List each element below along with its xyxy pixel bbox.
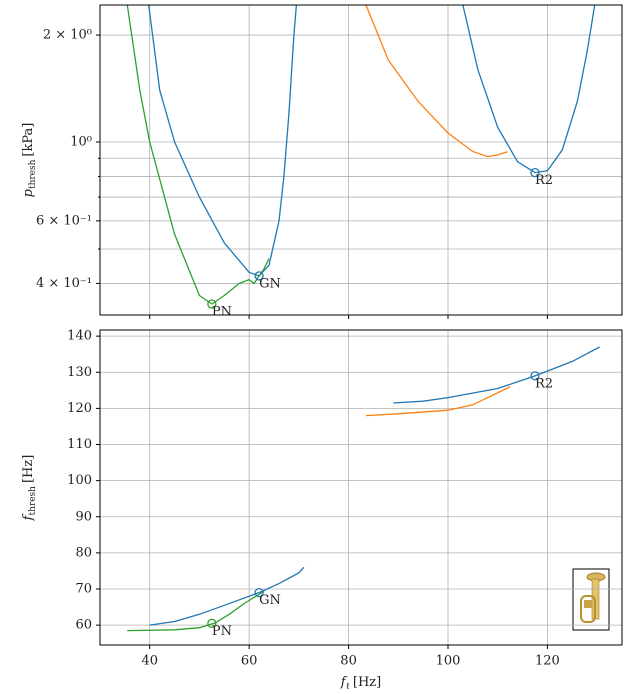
series-line bbox=[149, 346, 600, 626]
label-sub: thresh bbox=[28, 159, 38, 189]
marker bbox=[254, 271, 264, 281]
marker-label: R2 bbox=[535, 376, 553, 391]
x-axis-label: fℓ [Hz] bbox=[340, 675, 381, 692]
y-tick-label: 110 bbox=[67, 437, 92, 452]
marker-label: GN bbox=[259, 276, 281, 291]
series-line bbox=[148, 5, 596, 277]
axes-frame bbox=[99, 4, 623, 316]
marker bbox=[254, 587, 264, 598]
marker-label: GN bbox=[259, 593, 281, 608]
y-tick-label: 4 × 10⁻¹ bbox=[36, 276, 92, 291]
y-tick-label: 120 bbox=[67, 401, 92, 416]
label-unit: [kPa] bbox=[21, 123, 36, 157]
label-symbol: f bbox=[21, 513, 36, 521]
x-tick-label: 120 bbox=[535, 654, 560, 669]
y-axis-label: fthresh [Hz] bbox=[21, 455, 38, 522]
axes-frame bbox=[99, 329, 623, 646]
label-sub: thresh bbox=[28, 486, 38, 516]
x-tick-label: 80 bbox=[340, 654, 357, 669]
series-line bbox=[365, 386, 511, 417]
marker-label: R2 bbox=[535, 173, 553, 188]
y-tick-label: 6 × 10⁻¹ bbox=[36, 213, 92, 228]
series-line bbox=[365, 5, 508, 158]
y-tick-label: 10⁰ bbox=[70, 135, 92, 150]
y-tick-label: 60 bbox=[75, 618, 92, 633]
marker-label: PN bbox=[212, 305, 232, 320]
marker bbox=[207, 299, 217, 309]
marker-label: PN bbox=[212, 624, 232, 639]
y-tick-label: 100 bbox=[67, 473, 92, 488]
y-tick-label: 130 bbox=[67, 365, 92, 380]
label-unit: [Hz] bbox=[353, 675, 381, 690]
marker bbox=[530, 371, 540, 381]
y-axis-label: pthresh [kPa] bbox=[21, 123, 38, 198]
y-tick-label: 90 bbox=[75, 509, 92, 524]
label-symbol: f bbox=[340, 675, 348, 690]
x-tick-label: 40 bbox=[141, 654, 158, 669]
label-unit: [Hz] bbox=[21, 455, 36, 483]
series-line bbox=[126, 5, 270, 305]
y-tick-label: 140 bbox=[67, 329, 92, 344]
tuba-icon bbox=[572, 568, 610, 631]
x-tick-label: 60 bbox=[241, 654, 258, 669]
marker bbox=[207, 618, 217, 628]
y-tick-label: 70 bbox=[75, 582, 92, 597]
label-symbol: p bbox=[21, 188, 36, 197]
marker bbox=[530, 167, 540, 178]
y-tick-label: 80 bbox=[75, 545, 92, 560]
label-sub: ℓ bbox=[346, 682, 350, 692]
y-tick-label: 2 × 10⁰ bbox=[43, 28, 92, 43]
series-line bbox=[127, 590, 265, 632]
x-tick-label: 100 bbox=[436, 654, 461, 669]
